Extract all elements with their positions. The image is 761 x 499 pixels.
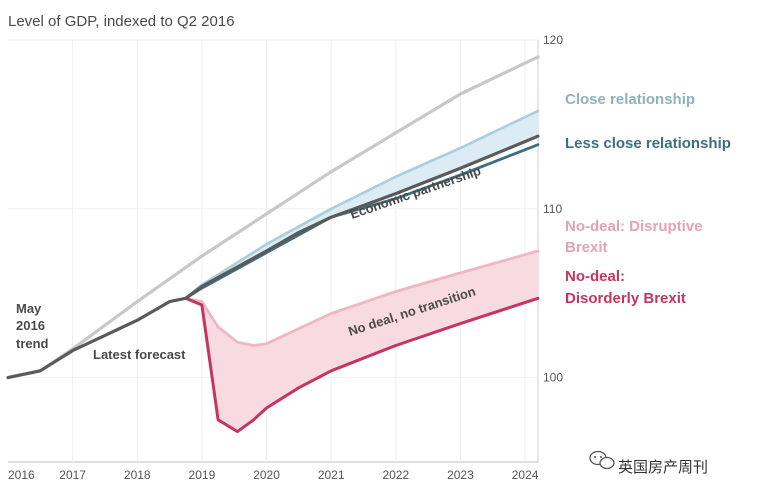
label-disorderly-line1: No-deal:	[565, 268, 625, 285]
x-tick-2020: 2020	[253, 468, 280, 482]
annotation-may-line1: May	[16, 301, 42, 316]
x-tick-2024: 2024	[512, 468, 539, 482]
series-latest-forecast	[6, 134, 540, 380]
series-lines	[6, 55, 540, 434]
x-tick-2019: 2019	[189, 468, 216, 482]
label-disruptive-line2: Brexit	[565, 239, 608, 256]
wechat-icon	[589, 450, 615, 470]
annotation-latest-forecast: Latest forecast	[93, 347, 186, 362]
x-tick-2018: 2018	[124, 468, 151, 482]
x-tick-2016: 2016	[8, 468, 35, 482]
x-tick-2023: 2023	[447, 468, 474, 482]
y-tick-100: 100	[543, 371, 563, 385]
annotation-may-line2: 2016	[16, 318, 45, 333]
watermark: 英国房产周刊	[589, 450, 708, 476]
x-tick-2022: 2022	[382, 468, 409, 482]
series-may-2016-trend	[6, 55, 540, 380]
y-tick-labels: 100 110 120	[543, 33, 563, 385]
series-no-deal-disorderly-brexit	[184, 296, 540, 434]
watermark-text: 英国房产周刊	[618, 458, 708, 476]
x-tick-2021: 2021	[318, 468, 345, 482]
label-disruptive-line1: No-deal: Disruptive	[565, 218, 703, 235]
y-tick-120: 120	[543, 33, 563, 47]
band-1	[185, 251, 538, 432]
x-tick-2017: 2017	[59, 468, 86, 482]
series-no-deal-disruptive-brexit	[184, 249, 540, 347]
label-close-relationship: Close relationship	[565, 91, 695, 108]
label-less-close-relationship: Less close relationship	[565, 135, 731, 152]
y-tick-110: 110	[543, 202, 562, 216]
annotation-may-line3: trend	[16, 336, 49, 351]
x-tick-labels: 2016 2017 2018 2019 2020 2021 2022 2023 2024	[8, 468, 539, 482]
label-disorderly-line2: Disorderly Brexit	[565, 290, 686, 307]
chart-title: Level of GDP, indexed to Q2 2016	[8, 13, 235, 30]
